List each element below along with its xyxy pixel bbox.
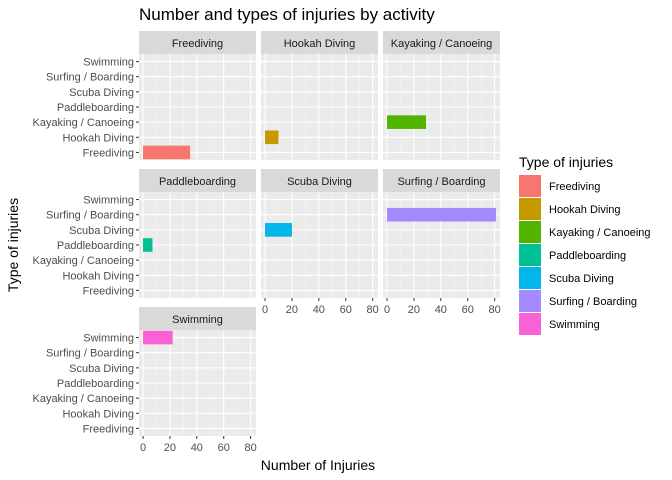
y-tick-label: Swimming xyxy=(83,195,134,207)
y-tick-label: Hookah Diving xyxy=(62,132,134,144)
facet-strip xyxy=(261,31,378,54)
facet-strip xyxy=(139,307,256,330)
y-tick-label: Hookah Diving xyxy=(62,270,134,282)
legend-items: Freediving Hookah Diving Kayaking / Canoei… xyxy=(519,175,651,335)
x-tick-label: 60 xyxy=(462,304,474,316)
bar xyxy=(387,115,427,129)
x-tick-label: 80 xyxy=(488,304,500,316)
x-tick-label: 80 xyxy=(244,442,256,454)
legend-label: Scuba Diving xyxy=(549,273,614,285)
facet-panel: Surfing / Boarding 0 20 40 60 80 xyxy=(383,169,501,316)
y-tick-label: Swimming xyxy=(83,333,134,345)
y-tick-label: Freediving xyxy=(83,423,134,435)
facet-strip xyxy=(383,31,500,54)
y-tick-label: Scuba Diving xyxy=(69,87,134,99)
x-axis-label: Number of Injuries xyxy=(261,457,375,473)
y-tick-label: Surfing / Boarding xyxy=(46,72,134,84)
facet-panel: Paddleboarding Freediving Hookah Diving Kay… xyxy=(32,169,256,298)
legend-key xyxy=(519,175,541,197)
y-tick-label: Kayaking / Canoeing xyxy=(32,255,134,267)
legend: Type of injuries Freediving Hookah Diving… xyxy=(519,154,651,335)
y-tick-label: Freediving xyxy=(83,147,134,159)
y-tick-label: Kayaking / Canoeing xyxy=(32,393,134,405)
legend-key xyxy=(519,221,541,243)
facet-strip xyxy=(139,31,256,54)
x-tick-label: 0 xyxy=(140,442,146,454)
x-tick-label: 20 xyxy=(408,304,420,316)
facet-strip xyxy=(383,169,500,192)
legend-label: Freediving xyxy=(549,181,600,193)
legend-label: Kayaking / Canoeing xyxy=(549,227,651,239)
chart-title: Number and types of injuries by activity xyxy=(139,5,435,24)
y-tick-label: Swimming xyxy=(83,57,134,69)
bar xyxy=(143,145,191,160)
x-tick-label: 0 xyxy=(384,304,390,316)
y-tick-label: Paddleboarding xyxy=(57,102,134,114)
bar xyxy=(387,207,496,222)
y-tick-label: Scuba Diving xyxy=(69,363,134,375)
x-tick-label: 20 xyxy=(164,442,176,454)
legend-label: Paddleboarding xyxy=(549,250,626,262)
facet-strip-label: Paddleboarding xyxy=(159,176,236,188)
y-tick-label: Surfing / Boarding xyxy=(46,210,134,222)
bar xyxy=(143,330,173,345)
y-tick-label: Surfing / Boarding xyxy=(46,348,134,360)
facet-panel: Scuba Diving 0 20 40 60 80 xyxy=(261,169,379,316)
y-tick-label: Paddleboarding xyxy=(57,240,134,252)
legend-key xyxy=(519,198,541,220)
legend-key xyxy=(519,244,541,266)
y-tick-label: Hookah Diving xyxy=(62,408,134,420)
facet-panel: Swimming Freediving Hookah Diving Kayaking … xyxy=(32,307,257,454)
legend-label: Swimming xyxy=(549,319,600,331)
x-tick-label: 60 xyxy=(218,442,230,454)
facet-panel: Hookah Diving xyxy=(261,31,378,160)
x-tick-label: 80 xyxy=(366,304,378,316)
x-tick-label: 40 xyxy=(191,442,203,454)
x-tick-label: 0 xyxy=(262,304,268,316)
facet-panel: Freediving Freediving Hookah Diving Kayakin… xyxy=(32,31,256,160)
legend-key xyxy=(519,313,541,335)
facet-strip-label: Surfing / Boarding xyxy=(397,176,485,188)
facet-strip xyxy=(261,169,378,192)
y-tick-label: Scuba Diving xyxy=(69,225,134,237)
legend-key xyxy=(519,290,541,312)
legend-title: Type of injuries xyxy=(519,154,613,170)
facet-panels: Freediving Freediving Hookah Diving Kayakin… xyxy=(32,31,501,454)
legend-key xyxy=(519,267,541,289)
facet-strip-label: Hookah Diving xyxy=(284,38,356,50)
facet-strip-label: Swimming xyxy=(172,314,223,326)
x-tick-label: 40 xyxy=(435,304,447,316)
y-tick-label: Paddleboarding xyxy=(57,378,134,390)
bar xyxy=(265,130,279,145)
x-tick-label: 60 xyxy=(340,304,352,316)
y-axis-label: Type of injuries xyxy=(5,198,21,292)
y-tick-label: Kayaking / Canoeing xyxy=(32,117,134,129)
facet-strip-label: Scuba Diving xyxy=(287,176,352,188)
facet-strip xyxy=(139,169,256,192)
facet-strip-label: Freediving xyxy=(172,38,223,50)
legend-label: Hookah Diving xyxy=(549,204,621,216)
x-tick-label: 20 xyxy=(286,304,298,316)
legend-label: Surfing / Boarding xyxy=(549,296,637,308)
x-tick-label: 40 xyxy=(313,304,325,316)
facet-panel: Kayaking / Canoeing xyxy=(383,31,500,160)
bar xyxy=(265,223,292,237)
facet-strip-label: Kayaking / Canoeing xyxy=(391,38,493,50)
y-tick-label: Freediving xyxy=(83,285,134,297)
bar xyxy=(143,238,153,252)
